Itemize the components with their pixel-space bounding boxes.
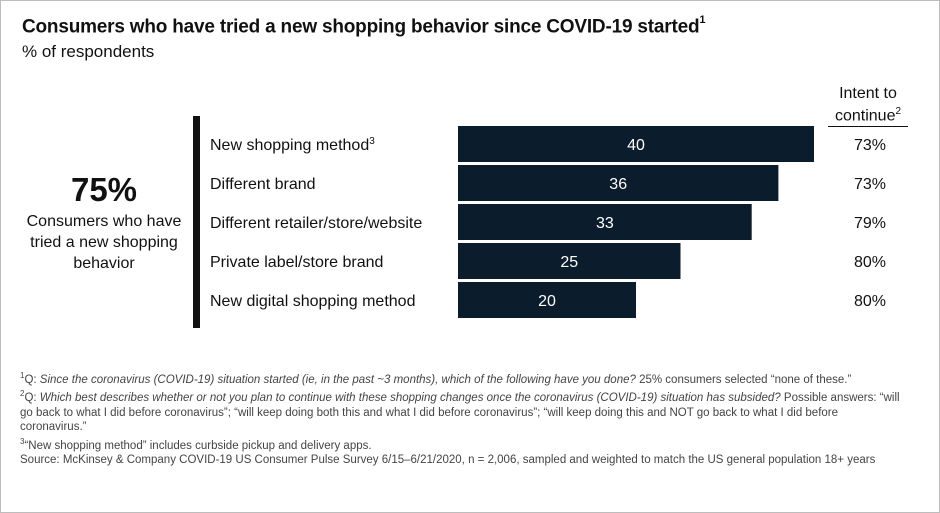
footnote-3-text: “New shopping method” includes curbside … [24,439,372,452]
intent-value: 79% [854,215,886,232]
bar-value-label: 25 [560,254,578,271]
bar-value-label: 36 [609,176,627,193]
kpi-value: 75% [70,171,138,208]
bar [458,282,636,318]
footnotes: 1Q: Since the coronavirus (COVID-19) sit… [20,369,905,467]
intent-header-line2: continue2 [828,103,908,128]
footnote-2-question: Which best describes whether or not you … [39,392,781,405]
chart-title-text: Consumers who have tried a new shopping … [22,16,700,38]
bar [458,243,681,279]
title-footnote-mark: 1 [699,14,706,26]
footnote-1-question: Since the coronavirus (COVID-19) situati… [39,373,636,386]
bar [458,165,779,201]
footnote-2: 2Q: Which best describes whether or not … [20,387,905,434]
footnote-1-q: Q: [24,373,40,386]
category-label: Different brand [210,176,316,193]
footnote-1-mark: 1 [20,371,25,380]
footnote-2-q: Q: [24,392,40,405]
footnote-2-rest: Possible answers: “will go back to what … [20,392,900,434]
intent-header: Intent to continue2 [828,85,908,128]
intent-header-line2-text: continue [834,107,896,125]
category-label: Different retailer/store/website [210,215,422,232]
intent-value: 80% [854,254,886,271]
footnote-3-mark: 3 [20,436,25,446]
category-footnote-mark: 3 [369,136,375,147]
intent-header-line1: Intent to [839,85,897,102]
footnote-1-rest: 25% consumers selected “none of these.” [635,373,852,386]
category-label: Private label/store brand [210,254,383,271]
bar-value-label: 40 [627,137,645,154]
category-label: New shopping method3 [210,136,375,154]
chart-title: Consumers who have tried a new shopping … [22,14,706,38]
kpi-label: Consumers who have tried a new shopping … [26,213,182,272]
footnote-2-mark: 2 [20,389,25,399]
intent-footnote-mark: 2 [895,106,902,117]
footnote-3: 3“New shopping method” includes curbside… [20,435,905,453]
vertical-divider [193,116,200,328]
bar-value-label: 33 [596,215,614,232]
intent-value: 80% [854,293,886,310]
chart-subtitle: % of respondents [22,42,155,61]
bar [458,204,752,240]
source-note: Source: McKinsey & Company COVID-19 US C… [20,453,876,466]
intent-value: 73% [854,137,886,154]
footnote-1: 1Q: Since the coronavirus (COVID-19) sit… [20,369,905,387]
bar-value-label: 20 [538,293,556,310]
intent-value: 73% [854,176,886,193]
bar [458,126,814,162]
category-label: New digital shopping method [210,293,415,310]
